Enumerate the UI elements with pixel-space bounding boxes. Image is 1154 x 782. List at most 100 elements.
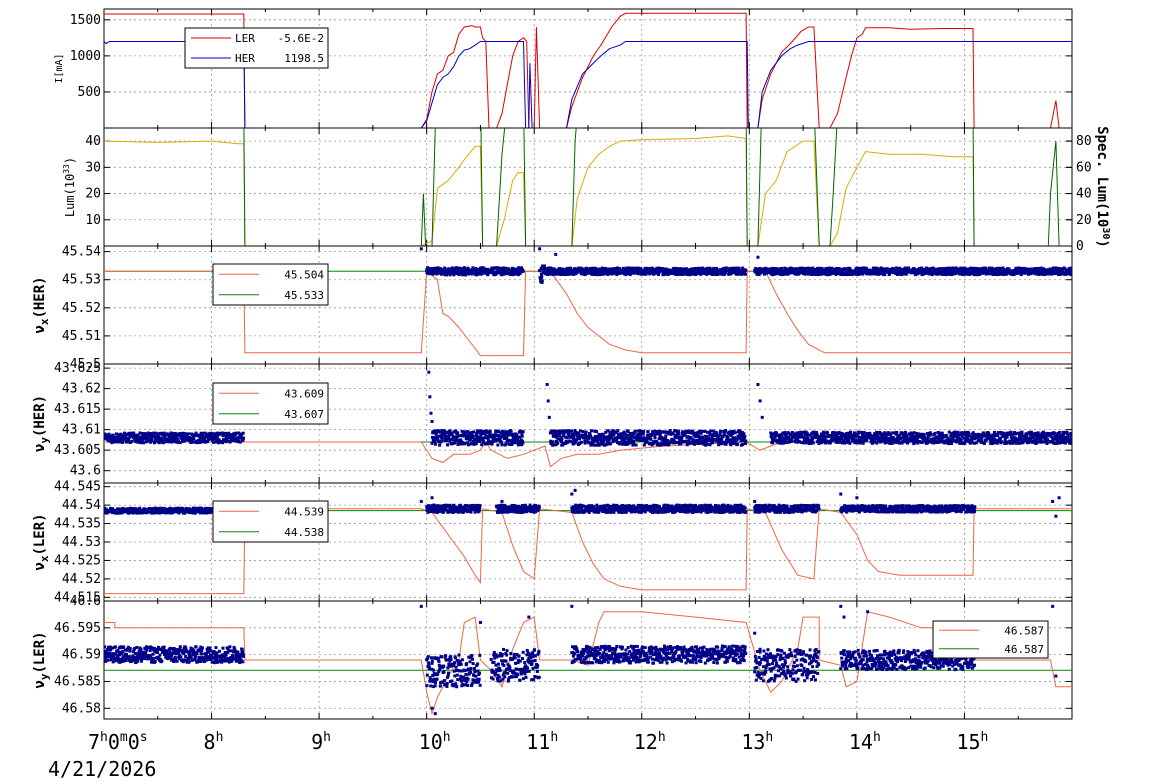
data-point [793,435,797,439]
data-point [1042,431,1046,435]
data-point [1027,431,1031,435]
data-point [741,438,745,442]
data-point [648,442,652,446]
data-point [624,273,628,277]
data-point [973,437,977,441]
data-point [1040,435,1044,439]
data-point [641,438,645,442]
data-point [212,432,216,436]
data-point [857,272,861,276]
data-point [622,272,626,276]
data-point [989,442,993,446]
data-point [430,419,434,423]
data-point [138,506,142,510]
data-point [634,443,638,447]
data-point [743,441,747,445]
data-point [779,438,783,442]
data-point [492,273,496,277]
data-point [636,266,640,270]
data-point [802,270,806,274]
data-point [466,430,470,434]
data-point [555,433,559,437]
data-point [120,436,124,440]
data-point [563,273,567,277]
data-point [171,507,175,511]
data-point [581,429,585,433]
data-point [670,437,674,441]
y-tick-label: 40 [85,134,101,149]
data-point [976,438,980,442]
data-point [612,269,616,273]
data-point [507,438,511,442]
data-point [577,437,581,441]
data-point [590,441,594,445]
data-point [626,438,630,442]
data-point [598,269,602,273]
data-point [891,435,895,439]
data-point [718,431,722,435]
data-point [632,432,636,436]
data-point [659,441,663,445]
data-point [206,440,210,444]
data-point [601,439,605,443]
data-point [683,433,687,437]
data-point [926,436,930,440]
data-point [130,439,134,443]
right-y-tick-label: 80 [1076,134,1092,149]
data-point [878,438,882,442]
data-point [1070,433,1072,437]
data-point [894,441,898,445]
data-point [211,440,215,444]
data-point [906,440,910,444]
data-point [677,436,681,440]
data-point [974,270,978,274]
data-point [859,270,863,274]
data-point [1005,435,1009,439]
data-point [185,435,189,439]
data-point [511,273,515,277]
data-point [1001,266,1005,270]
data-point [741,271,745,275]
data-point [229,436,233,440]
data-point [1069,442,1072,446]
data-point [629,272,633,276]
data-point [540,279,544,283]
data-point [602,272,606,276]
data-point [464,273,468,277]
data-point [804,441,808,445]
data-point [848,441,852,445]
data-point [201,435,205,439]
data-point [678,438,682,442]
data-point [556,441,560,445]
data-point [996,266,1000,270]
data-point [905,435,909,439]
data-point [155,434,159,438]
data-point [482,440,486,444]
data-point [897,434,901,438]
data-point [797,271,801,275]
data-point [729,266,733,270]
data-point [911,438,915,442]
data-point [600,438,604,442]
data-point [237,431,241,435]
data-point [492,436,496,440]
data-point [794,271,798,275]
data-point [111,433,115,437]
data-point [466,266,470,270]
data-point [883,431,887,435]
data-point [231,435,235,439]
plot-area [104,128,1072,246]
data-point [1054,441,1058,445]
data-point [794,438,798,442]
data-point [806,266,810,270]
y-tick-label: 45.52 [62,301,101,316]
data-point [899,437,903,441]
data-point [844,434,848,438]
data-point [874,437,878,441]
data-point [478,437,482,441]
data-point [198,433,202,437]
data-point [1024,434,1028,438]
data-point [894,266,898,270]
data-point [643,437,647,441]
